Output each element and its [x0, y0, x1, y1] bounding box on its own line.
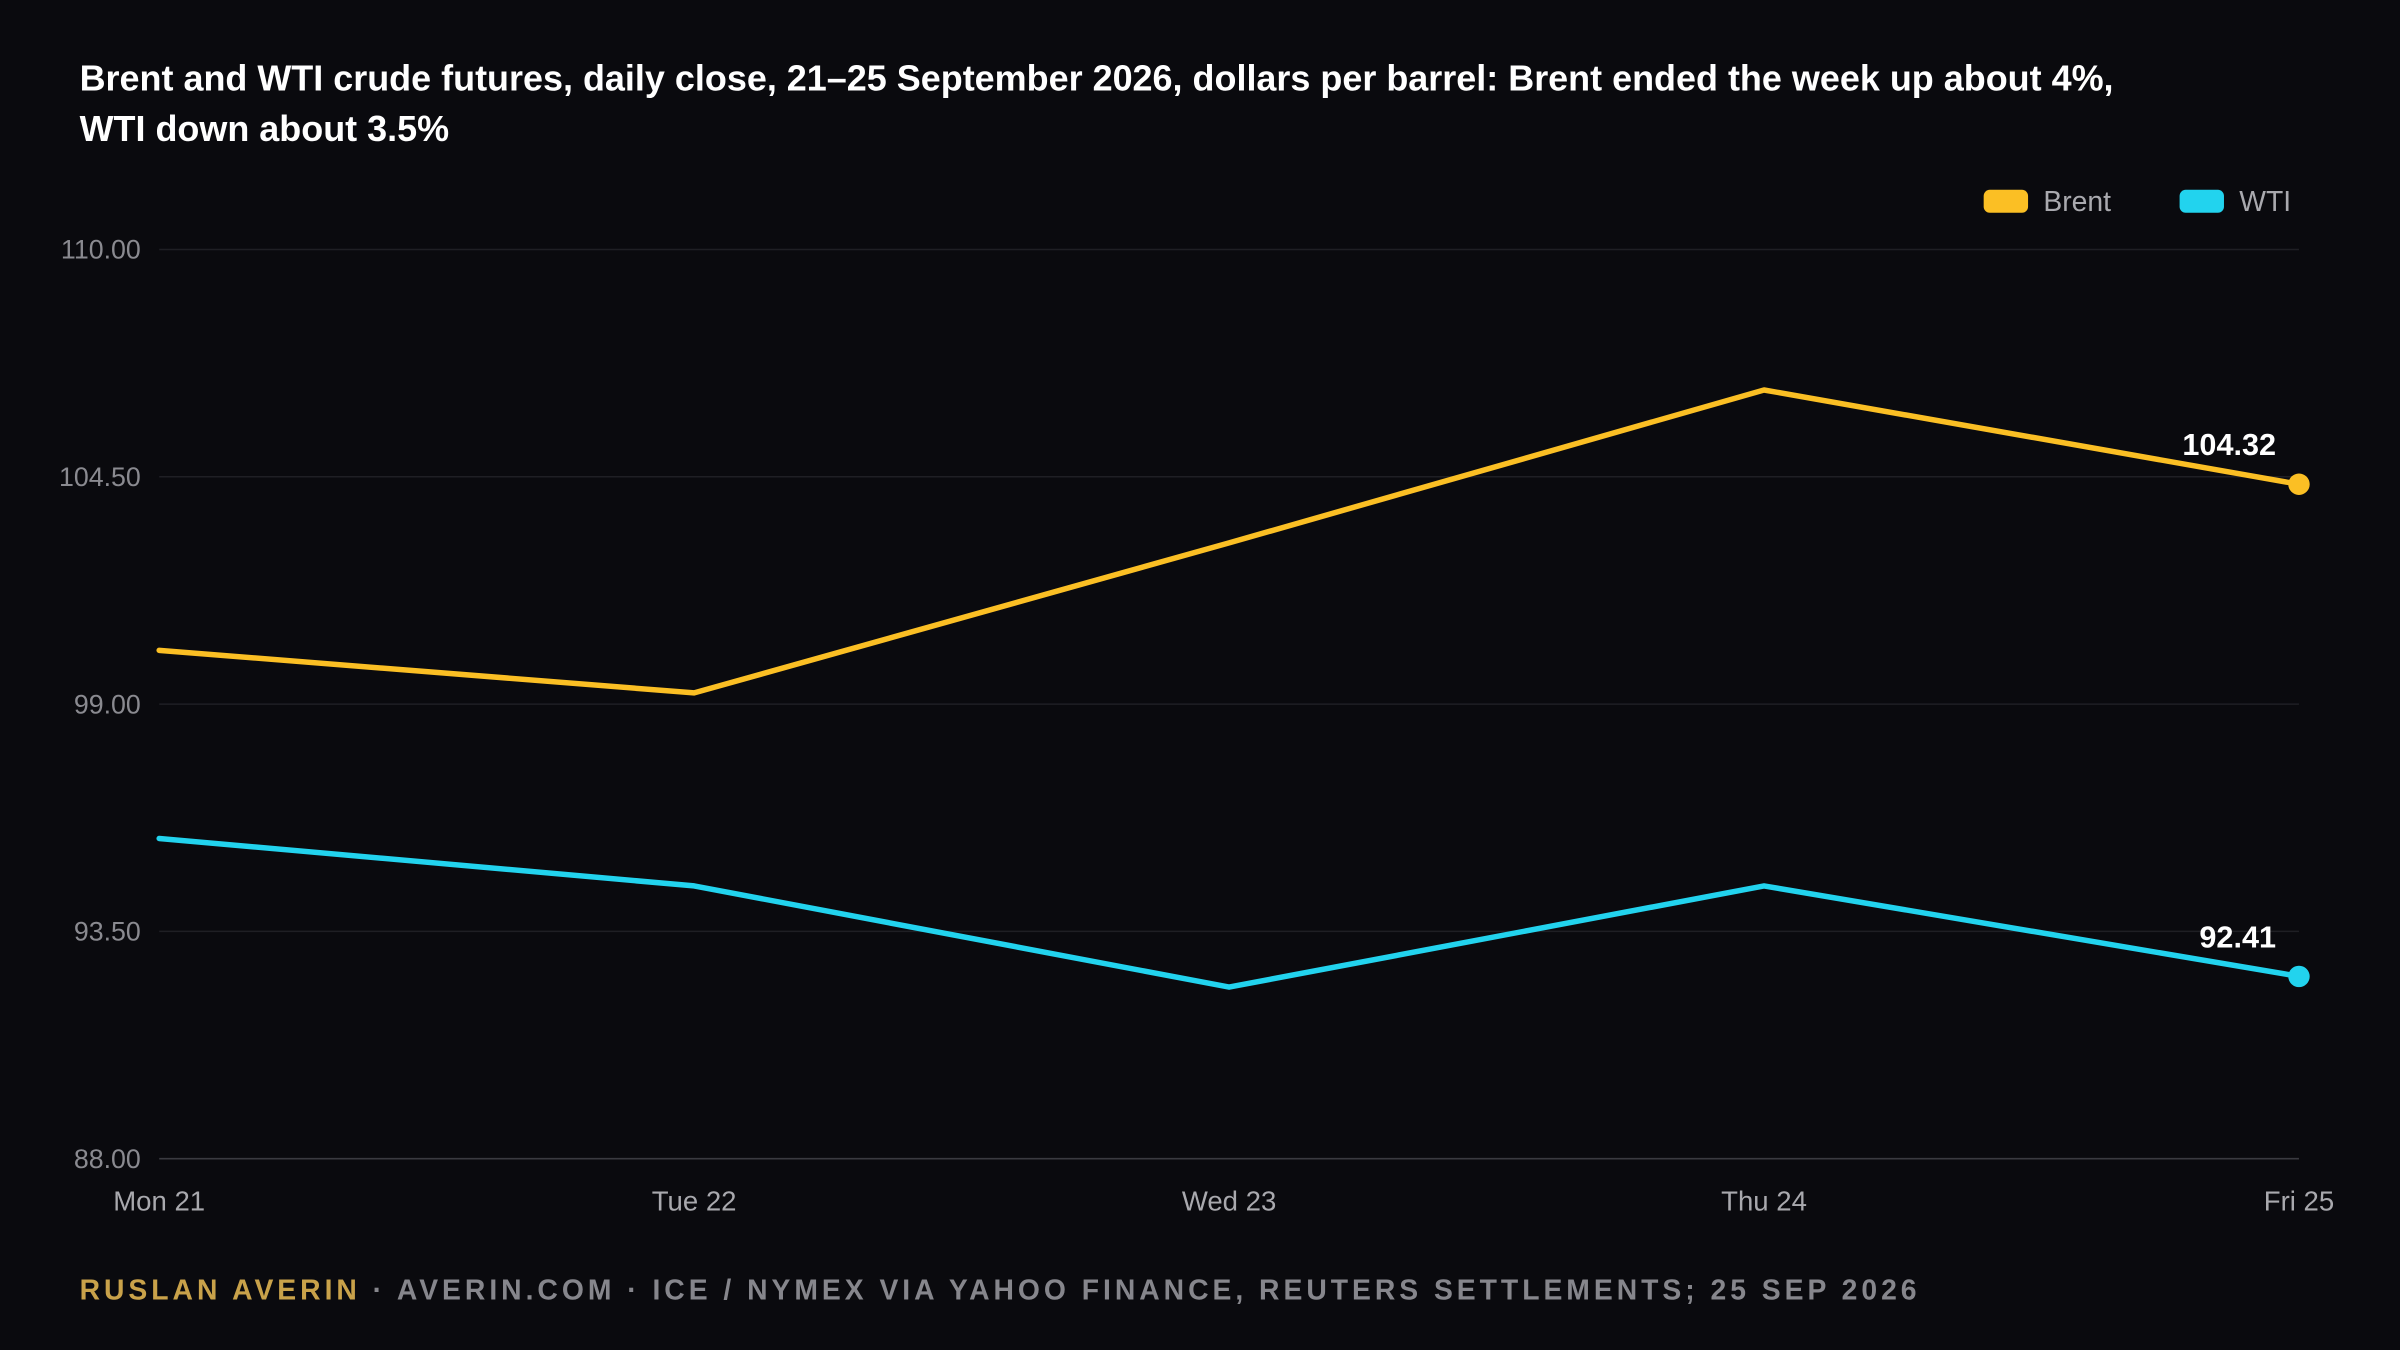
- x-tick-label: Fri 25: [2264, 1186, 2334, 1217]
- series-lines: 104.32 92.41: [156, 387, 2310, 990]
- y-tick-label: 104.50: [59, 462, 141, 492]
- series-line-wti: [156, 835, 2302, 990]
- x-tick-label: Tue 22: [652, 1186, 737, 1217]
- legend-label-wti: WTI: [2239, 185, 2291, 217]
- footer-source: · AVERIN.COM · ICE / NYMEX VIA YAHOO FIN…: [361, 1273, 1921, 1305]
- end-label-brent: 104.32: [2182, 428, 2276, 462]
- y-tick-label: 110.00: [61, 235, 141, 265]
- footer-author: RUSLAN AVERIN: [80, 1273, 361, 1305]
- legend-label-brent: Brent: [2043, 185, 2111, 217]
- legend: Brent WTI: [1983, 185, 2291, 217]
- y-tick-label: 93.50: [74, 917, 141, 947]
- x-tick-label: Thu 24: [1721, 1186, 1807, 1217]
- footer-credit: RUSLAN AVERIN · AVERIN.COM · ICE / NYMEX…: [80, 1273, 1921, 1305]
- gridlines: [159, 248, 2299, 933]
- x-axis-ticks: Mon 21 Tue 22 Wed 23 Thu 24 Fri 25: [113, 1186, 2334, 1217]
- x-tick-label: Mon 21: [113, 1186, 205, 1217]
- chart-title: Brent and WTI crude futures, daily close…: [80, 57, 2114, 98]
- end-label-wti: 92.41: [2199, 920, 2276, 954]
- series-line-brent: [156, 387, 2302, 696]
- legend-swatch-wti: [2179, 189, 2224, 213]
- end-marker-wti: [2288, 965, 2310, 988]
- chart-title-line2: WTI down about 3.5%: [80, 108, 450, 149]
- end-marker-brent: [2288, 473, 2310, 495]
- y-axis-ticks: 110.00 104.50 99.00 93.50 88.00: [59, 235, 141, 1174]
- x-tick-label: Wed 23: [1182, 1186, 1276, 1217]
- legend-swatch-brent: [1983, 189, 2029, 213]
- y-tick-label: 88.00: [74, 1144, 141, 1174]
- y-tick-label: 99.00: [74, 689, 141, 719]
